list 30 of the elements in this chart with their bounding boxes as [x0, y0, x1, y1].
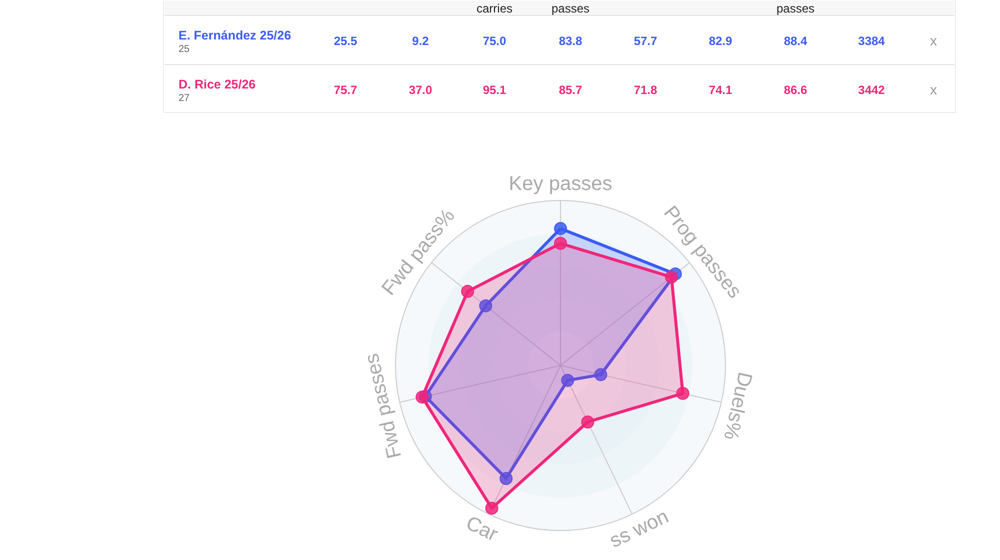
text: 88.4	[784, 34, 808, 48]
text: x	[930, 32, 937, 48]
text: 75.7	[334, 83, 358, 97]
text: 37.0	[408, 83, 433, 97]
text: 3384	[858, 34, 886, 48]
text: passes	[551, 2, 590, 16]
spoke-label: Duels%	[719, 370, 756, 442]
text: 71.8	[634, 83, 658, 97]
spoke-label: Car	[462, 512, 502, 546]
text: 95.1	[482, 83, 507, 97]
text: 83.8	[558, 34, 583, 48]
text: 82.9	[708, 34, 733, 48]
text: 57.7	[634, 34, 658, 48]
text: passes	[776, 2, 815, 16]
text: 9.2	[412, 34, 430, 48]
text: 85.7	[558, 83, 583, 97]
text: E. Fernández 25/26	[178, 28, 292, 42]
text: 25	[178, 44, 190, 55]
spoke-label: ss won	[606, 506, 672, 552]
spoke-label: Key passes	[508, 173, 612, 195]
text: 75.0	[482, 34, 507, 48]
text: 74.1	[708, 83, 733, 97]
text: 25.5	[334, 34, 358, 48]
text: 27	[178, 93, 190, 104]
text: D. Rice 25/26	[178, 78, 256, 92]
text: x	[930, 82, 937, 98]
text: 86.6	[784, 83, 808, 97]
text: carries	[476, 2, 513, 16]
spoke-label: Fwd passes	[360, 351, 406, 460]
text: 3442	[858, 83, 886, 97]
